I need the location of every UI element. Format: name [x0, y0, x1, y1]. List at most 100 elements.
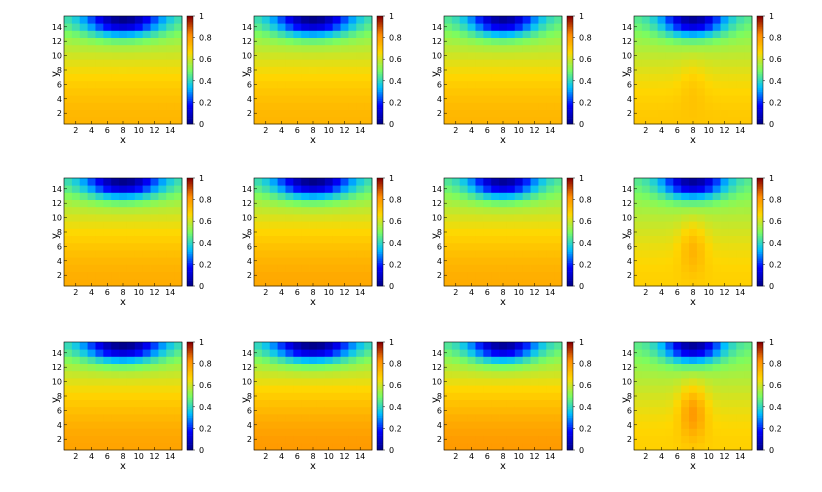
- heatmap-cell: [119, 428, 128, 436]
- heatmap-cell: [126, 342, 136, 350]
- heatmap-cell: [142, 370, 151, 379]
- heatmap-cell: [720, 385, 729, 393]
- heatmap-cell: [483, 88, 492, 96]
- heatmap-cell: [673, 228, 682, 236]
- colorbar-segment: [377, 102, 383, 105]
- heatmap-cell: [316, 342, 326, 350]
- heatmap-cell: [704, 109, 714, 118]
- heatmap-cell: [340, 242, 349, 251]
- heatmap-cell: [530, 421, 539, 429]
- colorbar-segment: [567, 73, 573, 76]
- heatmap-cell: [166, 66, 175, 74]
- heatmap-cell: [641, 30, 651, 38]
- heatmap-cell: [119, 406, 128, 415]
- heatmap-cell: [641, 349, 651, 357]
- colorbar-segment: [757, 442, 763, 445]
- heatmap-cell: [546, 185, 555, 193]
- heatmap-panel-r2c1: 2 4 6 8 10 12 14 2 4 6 8 10 12 14 x y 0 0.2 0.4 0.6 0.8 1: [48, 170, 216, 310]
- heatmap-cell: [324, 37, 334, 46]
- heatmap-cell: [356, 192, 365, 200]
- heatmap-cell: [269, 442, 278, 451]
- heatmap-cell: [514, 378, 524, 386]
- heatmap-cell: [285, 406, 294, 415]
- colorbar-segment: [377, 88, 383, 91]
- colorbar-segment: [187, 345, 193, 348]
- heatmap-cell: [720, 421, 729, 429]
- heatmap-cell: [111, 406, 120, 415]
- heatmap-cell: [641, 392, 651, 400]
- heatmap-cell: [546, 342, 555, 350]
- colorbar-segment: [377, 223, 383, 226]
- heatmap-cell: [285, 271, 294, 280]
- heatmap-cell: [293, 116, 302, 125]
- heatmap-cell: [491, 30, 500, 38]
- heatmap-cell: [514, 44, 524, 53]
- heatmap-cell: [712, 370, 721, 379]
- heatmap-cell: [309, 242, 318, 251]
- y-tick-label: 2: [247, 109, 252, 118]
- heatmap-cell: [103, 428, 112, 436]
- colorbar-segment: [757, 82, 763, 85]
- heatmap-cell: [150, 199, 159, 208]
- colorbar-segment: [377, 278, 383, 281]
- heatmap-cell: [340, 370, 349, 379]
- colorbar-segment: [187, 383, 193, 386]
- heatmap-cell: [332, 206, 341, 215]
- heatmap-cell: [506, 435, 516, 444]
- colorbar-tick-label: 0.2: [769, 424, 782, 433]
- heatmap-cell: [309, 23, 318, 31]
- heatmap-cell: [254, 228, 263, 236]
- colorbar-segment: [567, 41, 573, 44]
- heatmap-cell: [261, 421, 271, 429]
- colorbar-segment: [377, 257, 383, 260]
- heatmap-cell: [142, 88, 151, 96]
- x-tick-label: 8: [690, 288, 695, 297]
- heatmap-cell: [285, 378, 294, 386]
- heatmap-cell: [150, 349, 159, 357]
- heatmap-cell: [174, 257, 183, 265]
- heatmap-cell: [649, 206, 658, 215]
- heatmap-cell: [316, 242, 326, 251]
- heatmap-cell: [491, 435, 500, 444]
- x-axis-label: x: [690, 135, 696, 146]
- heatmap-cell: [277, 342, 286, 350]
- heatmap-cell: [522, 257, 531, 265]
- heatmap-cell: [332, 221, 341, 229]
- heatmap-cell: [483, 264, 492, 272]
- heatmap-cell: [64, 370, 73, 379]
- colorbar-segment: [757, 95, 763, 98]
- heatmap-cell: [459, 37, 468, 46]
- y-tick-label: 8: [247, 66, 252, 75]
- heatmap-cell: [340, 214, 349, 222]
- heatmap-cell: [340, 406, 349, 415]
- heatmap-cell: [475, 392, 484, 400]
- heatmap-cell: [134, 235, 144, 244]
- colorbar-segment: [377, 50, 383, 53]
- colorbar-segment: [377, 48, 383, 51]
- heatmap-cell: [126, 235, 136, 244]
- colorbar-segment: [377, 280, 383, 283]
- colorbar-segment: [757, 282, 763, 285]
- heatmap-cell: [316, 399, 326, 408]
- heatmap-cell: [522, 228, 531, 236]
- heatmap-cell: [491, 95, 500, 103]
- heatmap-cell: [681, 406, 690, 415]
- heatmap-cell: [254, 370, 263, 379]
- heatmap-cell: [499, 363, 508, 372]
- heatmap-cell: [158, 221, 167, 229]
- heatmap-cell: [641, 442, 651, 451]
- heatmap-cell: [467, 199, 476, 208]
- colorbar-segment: [757, 16, 763, 19]
- heatmap-cell: [261, 414, 271, 422]
- colorbar-segment: [567, 435, 573, 438]
- colorbar-tick-label: 0.2: [389, 424, 402, 433]
- heatmap-cell: [554, 421, 563, 429]
- heatmap-cell: [641, 342, 651, 350]
- heatmap-cell: [657, 116, 666, 125]
- heatmap-cell: [316, 442, 326, 451]
- heatmap-cell: [728, 235, 737, 244]
- heatmap-cell: [483, 378, 492, 386]
- heatmap-cell: [150, 80, 159, 89]
- heatmap-cell: [530, 178, 539, 186]
- heatmap-cell: [689, 214, 698, 222]
